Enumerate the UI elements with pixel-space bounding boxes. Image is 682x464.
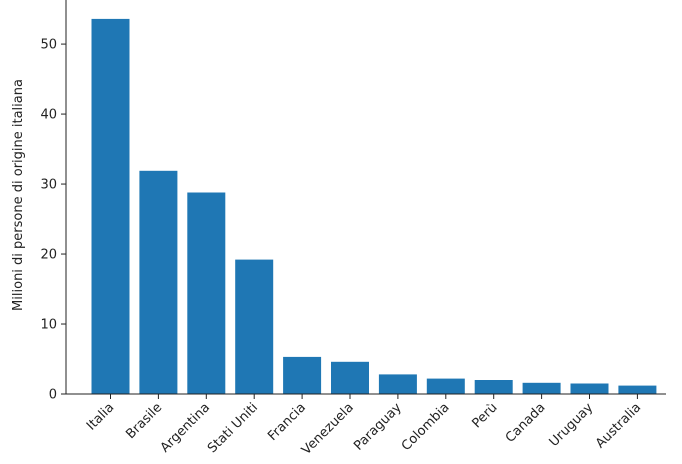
bar-canada: [522, 382, 561, 394]
x-tick-label: Francia: [265, 400, 309, 444]
x-tick-label: Italia: [84, 400, 117, 433]
bar-italia: [91, 18, 130, 395]
x-tick-label: Stati Uniti: [205, 400, 261, 456]
x-tick-label: Venezuela: [299, 400, 357, 458]
x-tick-label: Australia: [593, 400, 644, 451]
bar-uruguay: [570, 383, 609, 394]
bar-australia: [618, 385, 657, 394]
y-axis-label: Milioni di persone di origine italiana: [11, 79, 26, 311]
x-tick-label: Colombia: [399, 400, 453, 454]
x-tick-label: Perù: [469, 400, 500, 431]
x-tick-label: Argentina: [158, 400, 213, 455]
y-tick-label: 0: [49, 388, 57, 403]
x-tick-label: Paraguay: [351, 400, 405, 454]
y-tick-label: 50: [40, 38, 57, 53]
y-tick-label: 30: [40, 178, 57, 193]
y-tick-label: 20: [40, 248, 57, 263]
x-tick-label: Uruguay: [547, 400, 597, 450]
x-tick-label: Canada: [503, 400, 549, 446]
y-tick-label: 10: [40, 318, 57, 333]
bar-brasile: [139, 170, 178, 394]
bar-francia: [283, 356, 322, 394]
bar-paraguay: [378, 374, 417, 394]
y-tick-label: 40: [40, 108, 57, 123]
y-axis-ticks: 0 10 20 30 40 50: [40, 38, 66, 403]
bars-group: [91, 18, 657, 395]
bar-venezuela: [331, 361, 369, 394]
bar-argentina: [187, 192, 226, 394]
bar-perù: [474, 380, 513, 394]
bar-stati-uniti: [235, 259, 274, 394]
x-tick-label: Brasile: [123, 400, 165, 442]
bar-colombia: [426, 378, 465, 394]
